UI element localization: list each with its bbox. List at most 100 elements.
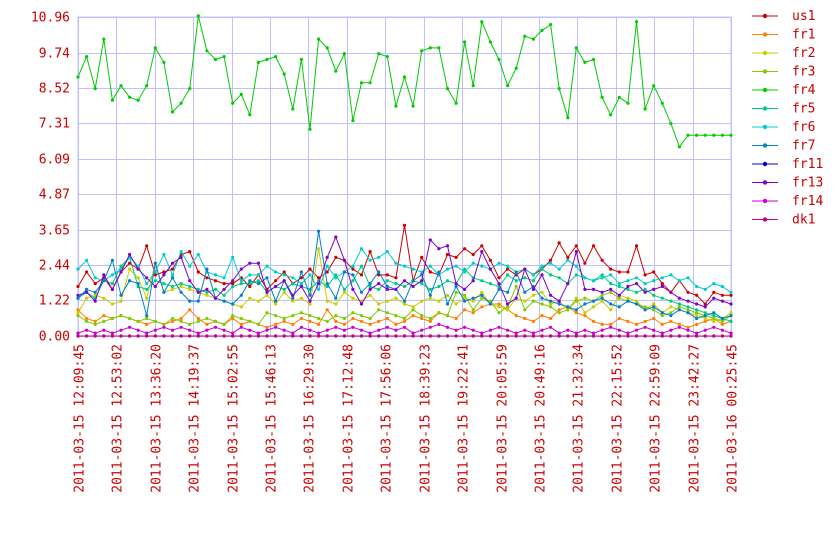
data-point-fr5 xyxy=(179,282,183,286)
data-point-fr13 xyxy=(557,299,561,303)
data-point-fr2 xyxy=(523,299,527,303)
data-point-fr1 xyxy=(634,322,639,326)
data-point-fr6 xyxy=(351,264,355,268)
data-point-fr14 xyxy=(514,331,518,335)
data-point-fr4 xyxy=(231,101,235,105)
data-point-fr6 xyxy=(239,279,243,283)
data-point-fr13 xyxy=(110,287,114,291)
data-point-fr13 xyxy=(136,267,140,271)
data-point-fr14 xyxy=(213,325,218,329)
data-point-us1 xyxy=(695,293,699,297)
data-point-fr14 xyxy=(712,325,716,329)
data-point-fr6 xyxy=(445,267,450,271)
data-point-fr13 xyxy=(652,287,656,291)
data-point-fr13 xyxy=(179,255,183,259)
data-point-fr4 xyxy=(488,40,492,44)
x-tick-label: 2011-03-15 21:32:34 xyxy=(572,344,587,493)
data-point-fr3 xyxy=(299,311,303,315)
data-point-fr13 xyxy=(729,302,733,306)
data-point-fr5 xyxy=(402,284,407,289)
data-point-fr5 xyxy=(428,287,432,291)
data-point-fr1 xyxy=(377,319,381,323)
data-point-fr6 xyxy=(85,258,89,262)
data-point-fr1 xyxy=(660,322,664,326)
data-point-us1 xyxy=(162,270,166,274)
data-point-us1 xyxy=(420,255,424,259)
data-point-fr4 xyxy=(445,87,450,91)
data-point-fr1 xyxy=(282,319,286,323)
data-point-fr14 xyxy=(480,331,484,335)
data-point-us1 xyxy=(686,290,690,294)
data-point-fr1 xyxy=(557,308,561,312)
data-point-fr3 xyxy=(652,308,656,312)
data-point-fr3 xyxy=(583,296,587,300)
data-point-fr2 xyxy=(291,299,295,303)
data-point-fr3 xyxy=(480,296,484,300)
data-point-fr3 xyxy=(445,314,450,318)
data-point-fr5 xyxy=(385,279,389,283)
x-tick-label: 2011-03-15 12:09:45 xyxy=(73,344,88,493)
data-point-fr6 xyxy=(480,264,484,268)
data-point-fr3 xyxy=(119,314,123,318)
data-point-fr4 xyxy=(609,113,613,117)
data-point-fr6 xyxy=(76,267,80,271)
data-point-fr3 xyxy=(471,308,475,312)
data-point-fr6 xyxy=(506,264,510,268)
data-point-fr7 xyxy=(488,302,492,306)
data-point-us1 xyxy=(471,252,475,257)
data-point-dk1 xyxy=(695,334,699,338)
data-point-fr6 xyxy=(359,247,364,251)
data-point-dk1 xyxy=(480,334,484,338)
data-point-fr4 xyxy=(136,98,140,102)
data-point-fr1 xyxy=(411,314,415,318)
data-point-fr6 xyxy=(729,290,733,294)
data-point-fr7 xyxy=(325,282,329,286)
data-point-fr5 xyxy=(170,284,175,289)
data-point-fr14 xyxy=(76,331,80,335)
data-point-fr5 xyxy=(626,287,630,291)
data-point-fr14 xyxy=(660,331,664,335)
data-point-fr5 xyxy=(506,273,510,277)
data-point-fr2 xyxy=(437,299,441,303)
x-axis-ticks: 2011-03-15 12:09:45 2011-03-15 12:53:02 20… xyxy=(73,344,741,493)
data-point-fr3 xyxy=(385,311,389,315)
data-point-fr13 xyxy=(351,287,355,291)
data-point-dk1 xyxy=(488,334,492,338)
data-point-fr6 xyxy=(626,279,630,283)
data-point-fr1 xyxy=(703,319,707,323)
data-point-dk1 xyxy=(291,334,295,338)
data-point-fr2 xyxy=(317,247,321,251)
data-point-fr4 xyxy=(222,55,226,59)
data-point-fr13 xyxy=(617,293,621,297)
data-point-fr13 xyxy=(205,287,209,291)
data-point-us1 xyxy=(591,244,596,248)
data-point-fr3 xyxy=(574,299,578,303)
data-point-fr6 xyxy=(677,279,682,283)
data-point-fr6 xyxy=(145,282,149,286)
data-point-fr6 xyxy=(179,250,183,254)
data-point-us1 xyxy=(93,282,97,286)
data-point-fr14 xyxy=(523,328,527,332)
data-point-fr3 xyxy=(669,311,673,315)
data-point-fr7 xyxy=(497,287,501,291)
data-point-fr7 xyxy=(471,296,475,300)
y-tick-label: 1.22 xyxy=(39,294,70,309)
data-point-fr2 xyxy=(188,287,192,291)
data-point-fr13 xyxy=(274,284,278,289)
x-tick-label: 2011-03-15 23:42:27 xyxy=(688,344,703,493)
data-point-us1 xyxy=(299,276,303,280)
data-point-fr6 xyxy=(411,267,415,271)
data-point-fr14 xyxy=(222,328,226,332)
data-point-fr3 xyxy=(660,314,664,318)
data-point-fr4 xyxy=(463,40,467,44)
data-point-us1 xyxy=(454,255,458,259)
data-point-fr14 xyxy=(359,328,364,332)
data-point-fr7 xyxy=(703,314,707,318)
data-point-fr1 xyxy=(359,319,364,323)
data-point-fr7 xyxy=(695,316,699,321)
legend-marker-us1 xyxy=(762,13,768,19)
data-point-fr13 xyxy=(703,305,707,309)
data-point-fr4 xyxy=(703,133,707,137)
y-tick-label: 0.00 xyxy=(39,330,70,345)
data-point-fr14 xyxy=(686,328,690,332)
